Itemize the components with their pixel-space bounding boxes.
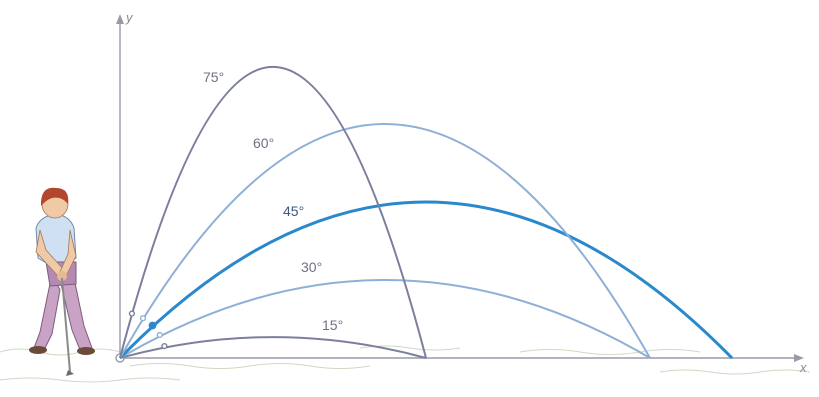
label-15: 15°: [322, 317, 343, 333]
trajectory-30: [119, 279, 651, 359]
angle-labels: 75° 60° 45° 30° 15°: [203, 69, 343, 333]
label-75: 75°: [203, 69, 224, 85]
label-60: 60°: [253, 135, 274, 151]
label-30: 30°: [301, 259, 322, 275]
x-axis-arrow: [794, 354, 804, 362]
label-45: 45°: [283, 203, 304, 219]
launch-marker-30: [156, 331, 163, 339]
launch-marker-45: [148, 321, 157, 330]
trajectory-curves: [118, 66, 734, 360]
trajectory-15: [119, 336, 427, 359]
x-axis-label: x: [799, 360, 807, 375]
trajectory-45: [118, 200, 734, 360]
axes: y x: [115, 10, 807, 375]
launch-marker-60: [139, 315, 147, 322]
launch-marker-75: [128, 310, 136, 317]
y-axis-arrow: [116, 14, 124, 24]
launch-marker-15: [161, 343, 168, 350]
trajectory-60: [119, 123, 651, 359]
golfer-icon: [29, 187, 95, 376]
y-axis-label: y: [125, 10, 134, 25]
trajectory-75: [119, 66, 427, 359]
